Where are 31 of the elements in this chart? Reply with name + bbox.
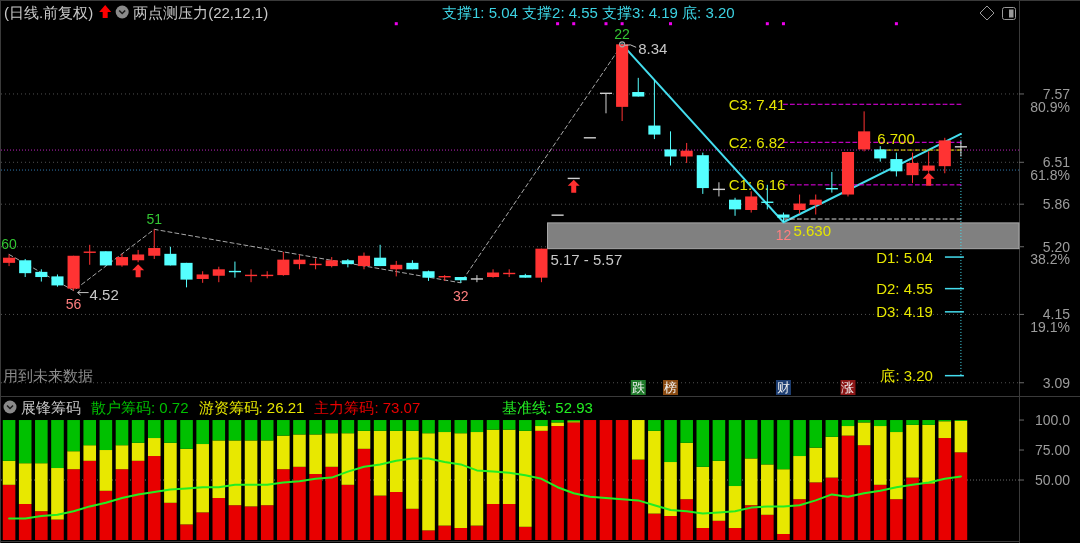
annotation: 支撑1: 5.04 支撑2: 4.55 支撑3: 4.19 底: 3.20 [442, 3, 735, 21]
annotation: 22 [614, 26, 631, 43]
text: 主力筹码: 73.07 [314, 398, 421, 416]
y-tick-label: 5.86 [1042, 196, 1071, 213]
y-tick-label: 50.00 [1034, 472, 1071, 489]
ref-line-label: D2: 4.55 [876, 280, 933, 298]
annotation: 8.34 [638, 39, 668, 57]
ref-line-label: 底: 3.20 [880, 367, 933, 385]
chart-title: (日线.前复权) [4, 3, 94, 21]
series-label: 散户筹码: 0.72 [91, 398, 189, 416]
annotation: 用到未来数据 [3, 366, 93, 384]
y-tick-label: 3.09 [1042, 374, 1071, 391]
series-label: C3: 7.41 [728, 95, 786, 113]
ref-line-label: D1: 5.04 [876, 248, 933, 266]
band-label: 5.17 - 5.57 [550, 251, 623, 269]
annotation: 51 [146, 211, 163, 228]
annotation: 4.52 [89, 286, 119, 304]
annotation: 12 [775, 227, 792, 244]
series-label: 游资筹码: 26.21 [198, 398, 305, 416]
annotation: 32 [453, 287, 469, 304]
text: 基准线: 52.93 [502, 398, 593, 416]
ref-line-label: D3: 4.19 [876, 303, 933, 321]
chart-subtitle: 两点测压力(22,12,1) [133, 3, 269, 21]
series-label: 5.630 [793, 221, 831, 239]
y-tick-label: 75.00 [1034, 442, 1071, 459]
series-label: C2: 6.82 [728, 133, 786, 151]
chart-title: 展锋筹码 [21, 398, 81, 416]
annotation: 56 [65, 295, 82, 312]
series-label: C1: 6.16 [728, 176, 786, 194]
annotation: 60 [1, 236, 18, 253]
y-tick-label: 100.0 [1034, 412, 1071, 429]
